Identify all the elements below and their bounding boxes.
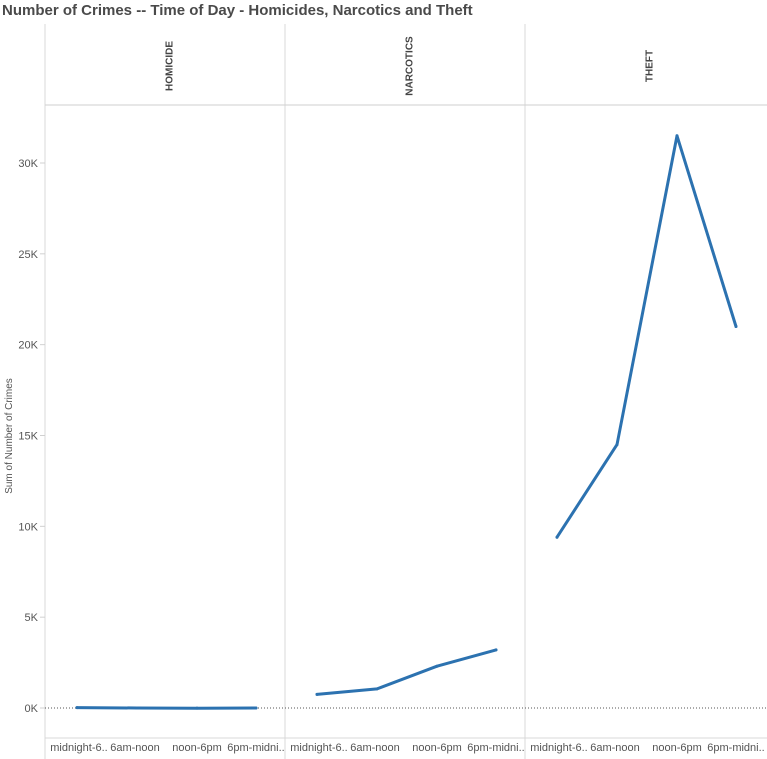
y-tick-label: 5K xyxy=(25,612,39,624)
y-tick-label: 30K xyxy=(18,158,38,170)
data-point-narcotics xyxy=(315,692,319,696)
data-point-theft xyxy=(734,325,738,328)
x-tick-label: 6am-noon xyxy=(590,742,640,754)
x-axis: midnight-6.. 6am-noon noon-6pm 6pm-midni.. m… xyxy=(50,742,764,754)
x-tick-label: 6pm-midni.. xyxy=(227,742,284,754)
data-point-homicide xyxy=(135,706,139,710)
series-lines xyxy=(75,134,738,710)
y-tick-label: 20K xyxy=(18,340,38,352)
x-tick-label: 6am-noon xyxy=(110,742,160,754)
y-axis: 0K 5K 10K 15K 20K 25K 30K Sum of Number of Crim… xyxy=(4,158,45,715)
x-tick-label: 6pm-midni.. xyxy=(467,742,524,754)
facet-label-homicide: HOMICIDE xyxy=(165,41,176,91)
series-line-homicide xyxy=(75,706,258,710)
x-tick-label: noon-6pm xyxy=(412,742,462,754)
y-axis-title: Sum of Number of Crimes xyxy=(4,378,15,494)
y-tick-label: 25K xyxy=(18,249,38,261)
facet-headers: HOMICIDE NARCOTICS THEFT xyxy=(165,36,656,96)
x-tick-label: noon-6pm xyxy=(172,742,222,754)
y-tick-label: 15K xyxy=(18,431,38,443)
facet-label-narcotics: NARCOTICS xyxy=(405,36,416,96)
series-line-theft xyxy=(555,134,738,539)
facet-label-theft: THEFT xyxy=(645,50,656,82)
data-point-homicide xyxy=(75,706,79,710)
data-point-theft xyxy=(615,443,619,447)
x-tick-label: midnight-6.. xyxy=(530,742,587,754)
data-point-narcotics xyxy=(494,648,498,652)
data-point-homicide xyxy=(195,706,199,710)
y-tick-label: 10K xyxy=(18,521,38,533)
x-tick-label: noon-6pm xyxy=(652,742,702,754)
x-tick-label: midnight-6.. xyxy=(50,742,107,754)
chart-title: Number of Crimes -- Time of Day - Homici… xyxy=(2,2,473,19)
x-tick-label: midnight-6.. xyxy=(290,742,347,754)
series-line-narcotics xyxy=(315,648,498,696)
data-point-theft xyxy=(675,134,679,138)
data-point-narcotics xyxy=(435,664,439,668)
chart-frame xyxy=(44,24,767,759)
data-point-narcotics xyxy=(375,687,379,691)
data-point-homicide xyxy=(254,706,258,710)
y-tick-label: 0K xyxy=(25,703,39,715)
x-tick-label: 6am-noon xyxy=(350,742,400,754)
data-point-theft xyxy=(555,535,559,539)
x-tick-label: 6pm-midni.. xyxy=(707,742,764,754)
